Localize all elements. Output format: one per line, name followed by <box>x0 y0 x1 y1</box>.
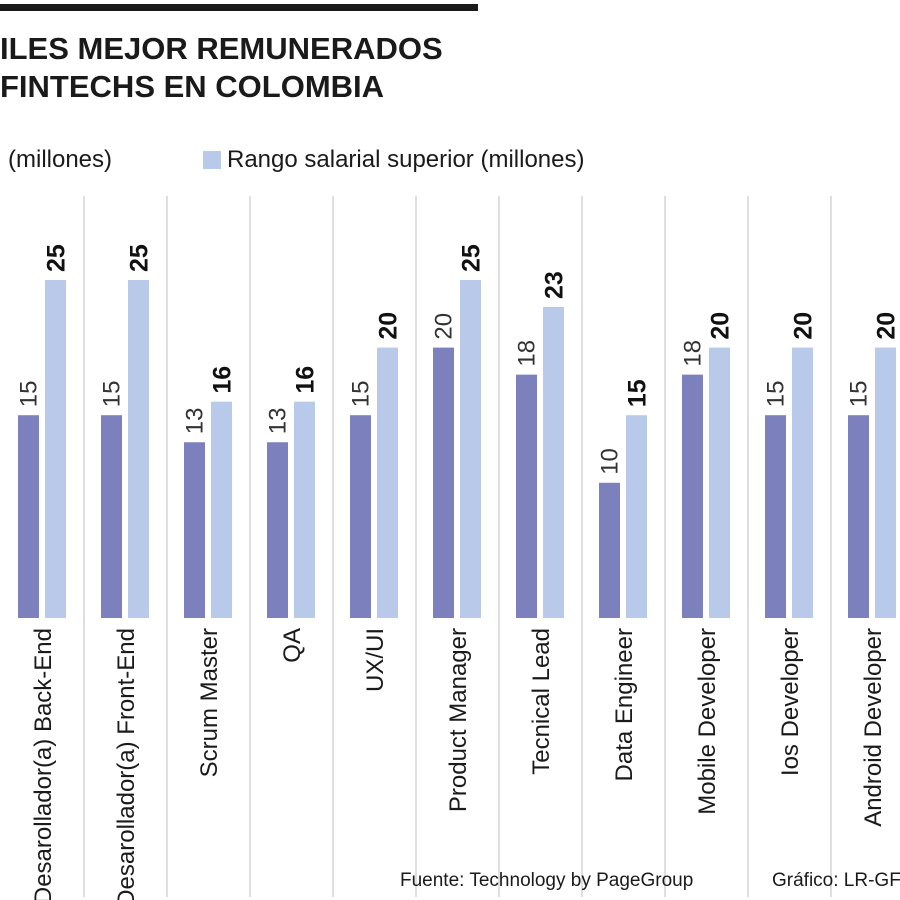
data-label-lower: 15 <box>99 380 126 407</box>
data-label-upper: 23 <box>541 271 569 299</box>
legend-upper-swatch <box>203 151 221 169</box>
chart-title: ILES MEJOR REMUNERADOS FINTECHS EN COLOM… <box>0 30 443 106</box>
data-label-lower: 15 <box>348 380 375 407</box>
bar-lower <box>18 415 39 618</box>
data-label-upper: 20 <box>375 312 403 340</box>
bar-upper <box>45 280 66 618</box>
bar-lower <box>848 415 869 618</box>
category-label: Desarollador(a) Back-End <box>30 628 57 900</box>
data-label-lower: 15 <box>846 380 873 407</box>
bar-upper <box>626 415 647 618</box>
data-label-lower: 13 <box>182 408 209 435</box>
category-label: Tecnical Lead <box>528 628 555 775</box>
bar-lower <box>516 374 537 618</box>
data-label-lower: 20 <box>431 313 458 340</box>
legend-upper-label: Rango salarial superior (millones) <box>227 146 585 173</box>
category-label: Data Engineer <box>611 628 638 781</box>
bar-lower <box>682 374 703 618</box>
bar-lower <box>350 415 371 618</box>
category-label: Desarollador(a) Front-End <box>113 628 140 900</box>
bar-lower <box>184 442 205 618</box>
data-label-upper: 20 <box>790 312 818 340</box>
category-label: Ios Developer <box>777 628 804 776</box>
data-label-upper: 16 <box>209 366 237 394</box>
data-label-upper: 25 <box>458 244 486 272</box>
credit-note: Gráfico: LR-GF <box>772 870 900 891</box>
data-label-upper: 15 <box>624 379 652 407</box>
category-label: Product Manager <box>445 628 472 812</box>
bar-upper <box>377 347 398 618</box>
bar-upper <box>128 280 149 618</box>
bar-upper <box>294 401 315 618</box>
bar-upper <box>875 347 896 618</box>
bar-lower <box>599 482 620 618</box>
legend-upper: Rango salarial superior (millones) <box>203 146 584 174</box>
data-label-lower: 15 <box>763 380 790 407</box>
bar-upper <box>543 307 564 618</box>
source-note: Fuente: Technology by PageGroup <box>400 870 694 891</box>
category-label: Scrum Master <box>196 628 223 777</box>
bar-upper <box>211 401 232 618</box>
bar-lower <box>433 347 454 618</box>
top-rule <box>0 4 478 11</box>
bar-upper <box>792 347 813 618</box>
legend-lower-label: (millones) <box>8 146 113 173</box>
data-label-upper: 25 <box>126 244 154 272</box>
data-label-upper: 25 <box>43 244 71 272</box>
bar-lower <box>765 415 786 618</box>
category-label: Mobile Developer <box>694 628 721 815</box>
data-label-lower: 18 <box>514 340 541 367</box>
category-label: Android Developer <box>860 628 887 827</box>
data-label-lower: 10 <box>597 448 624 475</box>
bar-upper <box>709 347 730 618</box>
data-label-upper: 16 <box>292 366 320 394</box>
data-label-upper: 20 <box>873 312 900 340</box>
bar-lower <box>101 415 122 618</box>
bar-lower <box>267 442 288 618</box>
chart-title-line-1: ILES MEJOR REMUNERADOS <box>0 31 443 66</box>
category-label: QA <box>279 628 306 663</box>
data-label-lower: 18 <box>680 340 707 367</box>
data-label-lower: 13 <box>265 408 292 435</box>
chart-title-line-2: FINTECHS EN COLOMBIA <box>0 69 385 104</box>
bar-upper <box>460 280 481 618</box>
data-label-upper: 20 <box>707 312 735 340</box>
category-label: UX/UI <box>362 628 389 692</box>
data-label-lower: 15 <box>16 380 43 407</box>
